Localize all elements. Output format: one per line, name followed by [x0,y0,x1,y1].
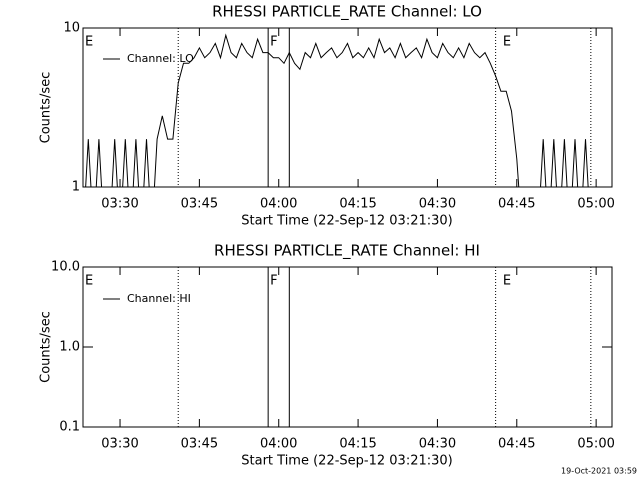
x-tick-label: 03:45 [181,437,218,452]
x-axis-label: Start Time (22-Sep-12 03:21:30) [241,214,452,229]
legend-label: Channel: LO [127,52,194,65]
x-tick-label: 04:30 [419,197,456,212]
flag-label: E [503,274,511,289]
y-tick-label: 10 [63,21,80,36]
x-tick-label: 03:45 [181,197,218,212]
x-tick-label: 04:15 [339,437,376,452]
y-tick-label: 1.0 [59,340,80,355]
y-tick-label: 0.1 [59,420,80,435]
x-tick-label: 05:00 [577,197,614,212]
chart-title: RHESSI PARTICLE_RATE Channel: HI [214,242,480,261]
flag-label: E [85,274,93,289]
x-tick-label: 04:45 [498,197,535,212]
x-tick-label: 04:30 [419,437,456,452]
flag-label: F [270,35,277,50]
x-tick-label: 03:30 [101,437,138,452]
plot-frame [82,266,613,428]
x-tick-label: 04:45 [498,437,535,452]
x-tick-label: 05:00 [577,437,614,452]
plot-frame [82,27,613,188]
flag-label: F [270,274,277,289]
y-axis-label: Counts/sec [39,72,54,144]
flag-label: E [85,35,93,50]
data-line [85,33,589,187]
legend-label: Channel: HI [127,292,191,305]
x-axis-label: Start Time (22-Sep-12 03:21:30) [241,454,452,469]
x-tick-label: 04:00 [260,197,297,212]
footer-date: 19-Oct-2021 03:59 [561,467,637,476]
y-axis-label: Counts/sec [39,311,54,383]
x-tick-label: 03:30 [101,197,138,212]
y-tick-label: 10.0 [51,260,80,275]
y-tick-label: 1 [72,180,80,195]
chart-title: RHESSI PARTICLE_RATE Channel: LO [212,3,482,22]
x-tick-label: 04:15 [339,197,376,212]
x-tick-label: 04:00 [260,437,297,452]
flag-label: E [503,35,511,50]
